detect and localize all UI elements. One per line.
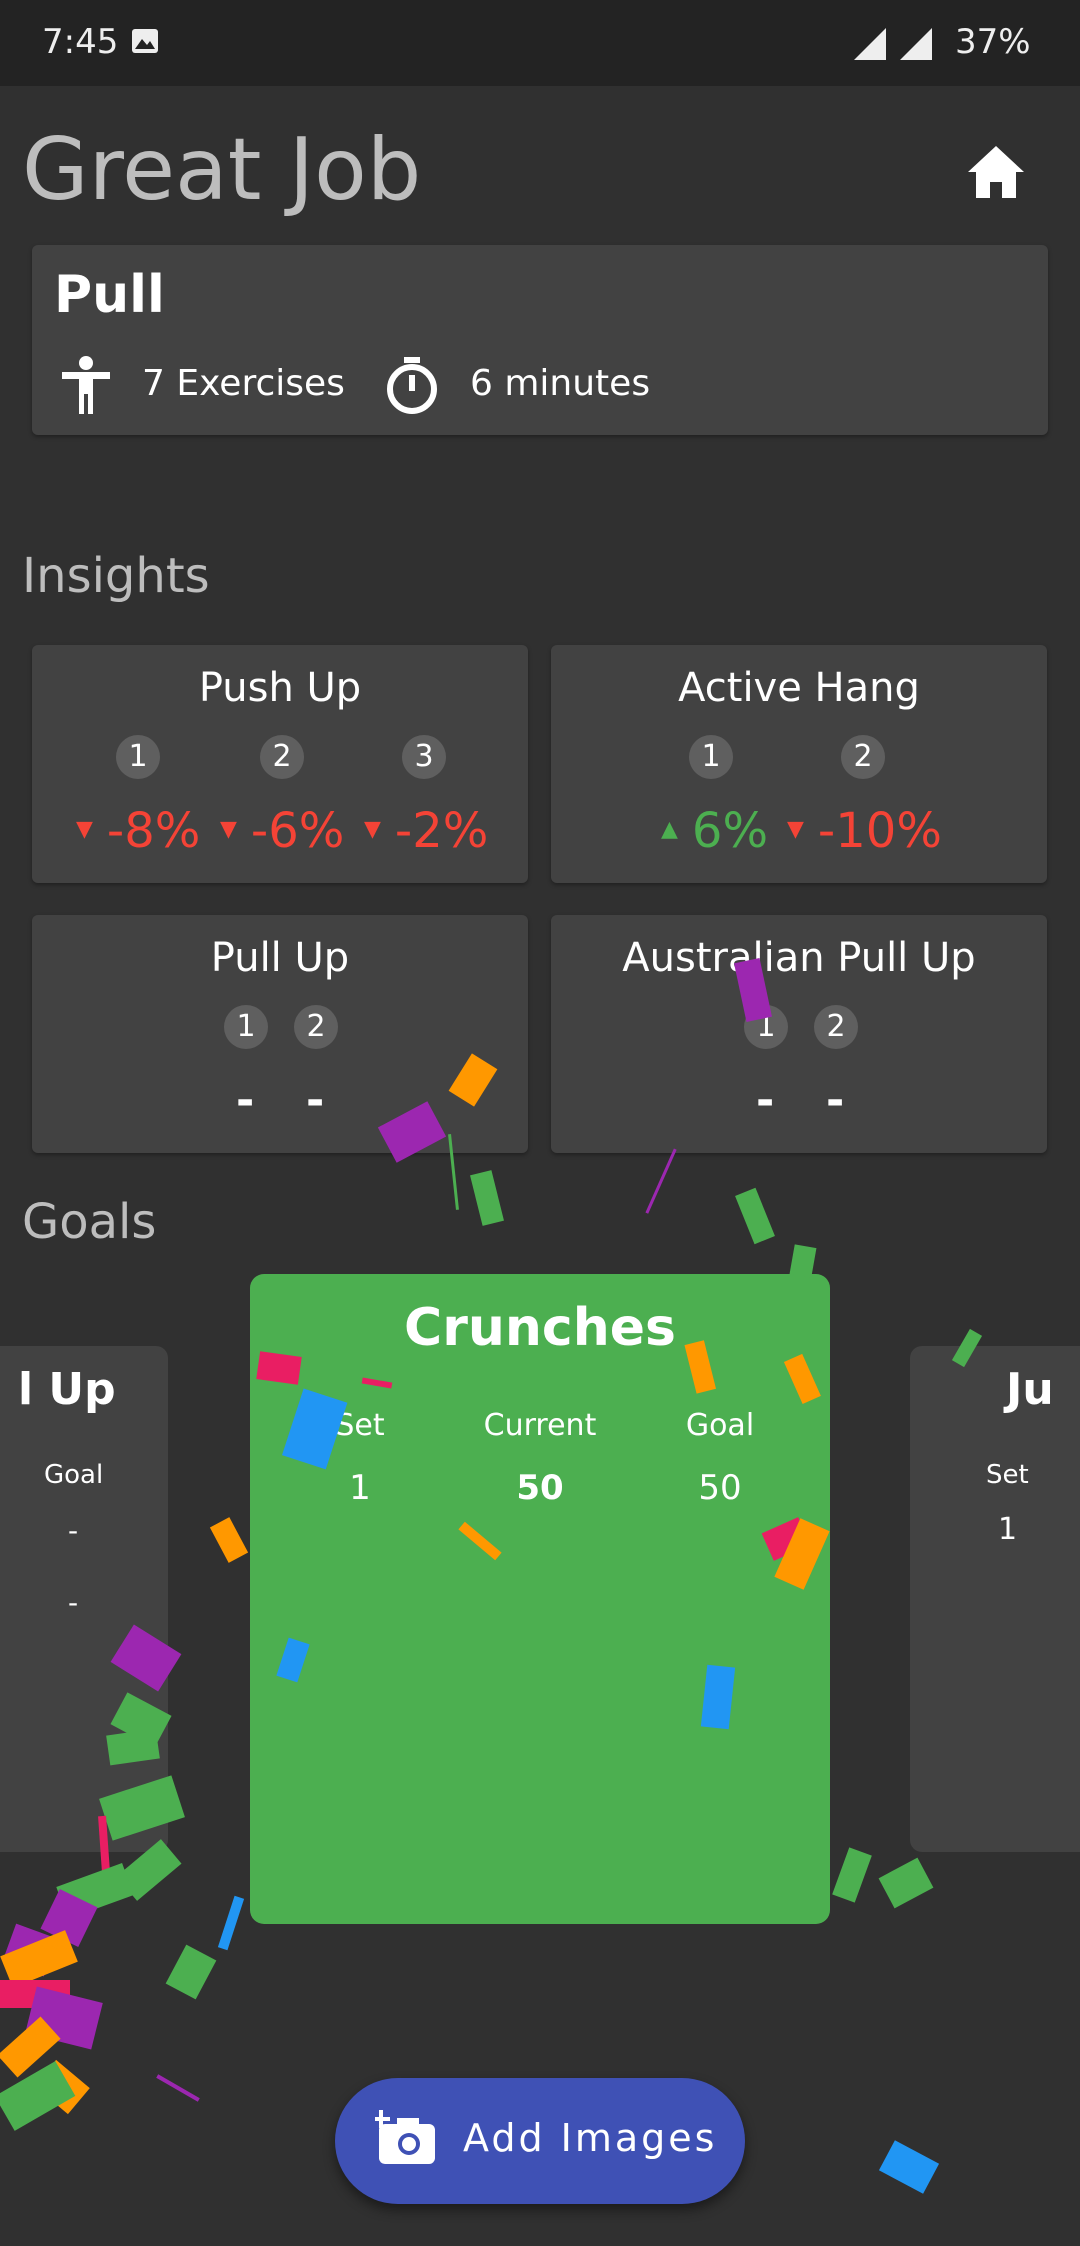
set-delta: ▼ -6%: [220, 803, 344, 859]
add-images-button[interactable]: Add Images: [335, 2078, 745, 2204]
status-bar: [0, 0, 1080, 86]
set-delta: ▲ 6%: [661, 803, 768, 859]
timer-icon: [384, 355, 440, 415]
insight-title: Pull Up: [210, 935, 350, 981]
set-delta: -: [756, 1075, 775, 1126]
goal-header-goal: Goal: [685, 1408, 755, 1443]
goal-target-value: 50: [698, 1468, 742, 1508]
set-delta: ▼ -2%: [364, 803, 488, 859]
goal-title: Ju: [1006, 1364, 1054, 1415]
trend-down-icon: ▼: [364, 816, 381, 842]
workout-summary-card[interactable]: Pull 7 Exercises 6 minutes: [32, 245, 1048, 435]
cellular-signal-icon: [852, 26, 888, 62]
goal-value: -: [68, 1586, 79, 1619]
insight-card-active-hang[interactable]: Active Hang 1 2 ▲ 6% ▼ -10%: [551, 645, 1047, 883]
home-button[interactable]: [964, 142, 1028, 202]
set-delta: -: [306, 1075, 325, 1126]
set-delta: ▼ -10%: [787, 803, 942, 859]
set-delta: -: [826, 1075, 845, 1126]
goal-title: Crunches: [404, 1298, 676, 1358]
goal-set-value: 1: [998, 1512, 1018, 1547]
cellular-signal-icon-2: [898, 26, 934, 62]
insight-card-pull-up[interactable]: Pull Up 1 2 - -: [32, 915, 528, 1153]
delta-value: -6%: [250, 803, 345, 859]
trend-up-icon: ▲: [661, 816, 678, 842]
goal-card-crunches[interactable]: Crunches Set Current Goal 1 50 50: [250, 1274, 830, 1924]
status-time: 7:45: [42, 22, 119, 62]
page-title: Great Job: [22, 120, 422, 220]
goals-title: Goals: [22, 1194, 157, 1250]
trend-down-icon: ▼: [76, 816, 93, 842]
delta-value: 6%: [691, 803, 769, 859]
set-badge: 1: [689, 735, 733, 779]
insight-card-push-up[interactable]: Push Up 1 2 3 ▼ -8% ▼ -6% ▼ -2%: [32, 645, 528, 883]
insight-card-australian-pull-up[interactable]: Australian Pull Up 1 2 - -: [551, 915, 1047, 1153]
set-badge: 1: [224, 1005, 268, 1049]
set-badge: 2: [814, 1005, 858, 1049]
set-badge: 2: [841, 735, 885, 779]
goal-card-previous[interactable]: l Up Goal - -: [0, 1346, 168, 1852]
battery-percentage: 37%: [955, 22, 1031, 62]
set-badge: 1: [116, 735, 160, 779]
insight-title: Push Up: [198, 665, 362, 711]
add-photo-icon: [372, 2108, 439, 2170]
set-badge: 1: [744, 1005, 788, 1049]
insights-title: Insights: [22, 548, 210, 604]
trend-down-icon: ▼: [787, 816, 804, 842]
goal-header-set: Set: [335, 1408, 385, 1443]
workout-name: Pull: [54, 265, 165, 325]
insight-title: Australian Pull Up: [622, 935, 976, 981]
set-delta: -: [236, 1075, 255, 1126]
goal-column-header: Goal: [44, 1460, 104, 1490]
add-images-label: Add Images: [463, 2116, 718, 2160]
goal-value: -: [68, 1514, 79, 1547]
exercise-count: 7 Exercises: [142, 363, 345, 404]
goal-title: l Up: [18, 1364, 116, 1415]
goal-card-next[interactable]: Ju Set 1: [910, 1346, 1080, 1852]
delta-value: -8%: [106, 803, 201, 859]
insight-title: Active Hang: [678, 665, 920, 711]
trend-down-icon: ▼: [220, 816, 237, 842]
goal-set-value: 1: [349, 1468, 371, 1508]
set-delta: ▼ -8%: [76, 803, 200, 859]
workout-duration: 6 minutes: [470, 363, 651, 404]
goal-current-value: 50: [516, 1468, 564, 1508]
delta-value: -2%: [394, 803, 489, 859]
set-badge: 3: [402, 735, 446, 779]
set-badge: 2: [260, 735, 304, 779]
image-notification-icon: [131, 28, 159, 54]
set-badge: 2: [294, 1005, 338, 1049]
goal-header-current: Current: [483, 1408, 597, 1443]
goal-column-header: Set: [986, 1460, 1029, 1490]
delta-value: -10%: [817, 803, 942, 859]
person-icon: [58, 355, 114, 415]
home-icon: [968, 146, 1024, 198]
